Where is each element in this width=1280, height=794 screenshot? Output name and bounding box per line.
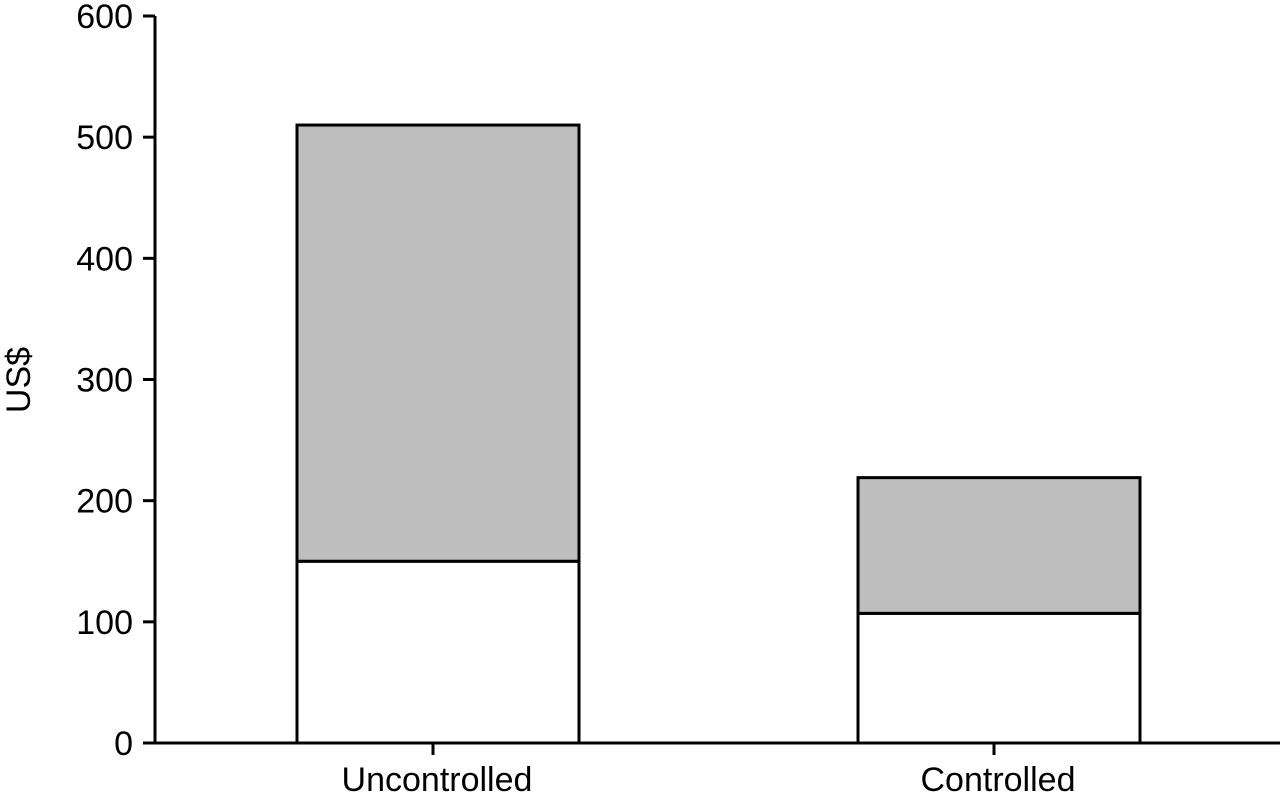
x-tick-label: Controlled [921, 761, 1076, 794]
bar-segment [295, 559, 581, 745]
y-tick-label: 400 [76, 240, 133, 278]
y-tick-label: 200 [76, 483, 133, 521]
x-tick-label: Uncontrolled [342, 761, 533, 794]
y-tick-label: 500 [76, 119, 133, 157]
x-ticks-group: Uncontrolled Controlled [342, 743, 1076, 794]
y-axis-title: US$ [0, 347, 38, 413]
bars-group [295, 123, 1142, 745]
y-tick-label: 600 [76, 0, 133, 36]
y-tick-label: 100 [76, 604, 133, 642]
y-ticks-group: 0 100 200 300 400 500 600 [76, 0, 155, 763]
bar-segment [856, 611, 1142, 745]
bar-segment [295, 123, 581, 563]
bar-segment [856, 476, 1142, 615]
y-tick-label: 0 [114, 725, 133, 763]
y-tick-label: 300 [76, 362, 133, 400]
